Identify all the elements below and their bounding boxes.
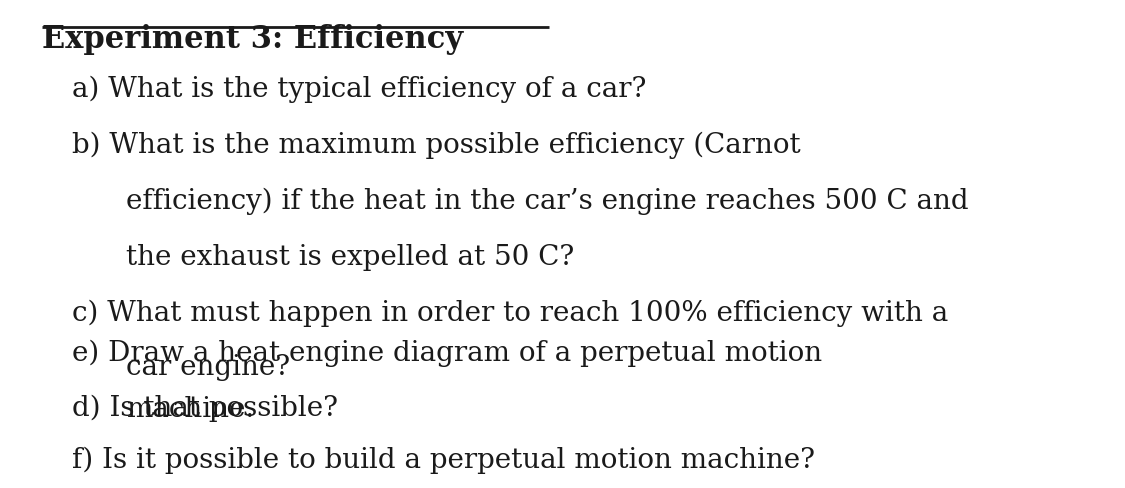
Text: Experiment 3: Efficiency: Experiment 3: Efficiency [42,24,464,55]
Text: f) Is it possible to build a perpetual motion machine?: f) Is it possible to build a perpetual m… [72,447,814,474]
Text: machine.: machine. [126,396,254,423]
Text: efficiency) if the heat in the car’s engine reaches 500 C and: efficiency) if the heat in the car’s eng… [126,188,969,215]
Text: b) What is the maximum possible efficiency (Carnot: b) What is the maximum possible efficien… [72,132,801,160]
Text: c) What must happen in order to reach 100% efficiency with a: c) What must happen in order to reach 10… [72,300,948,327]
Text: the exhaust is expelled at 50 C?: the exhaust is expelled at 50 C? [126,244,574,271]
Text: d) Is that possible?: d) Is that possible? [72,395,338,422]
Text: e) Draw a heat engine diagram of a perpetual motion: e) Draw a heat engine diagram of a perpe… [72,340,822,367]
Text: a) What is the typical efficiency of a car?: a) What is the typical efficiency of a c… [72,76,646,103]
Text: car engine?: car engine? [126,354,290,381]
